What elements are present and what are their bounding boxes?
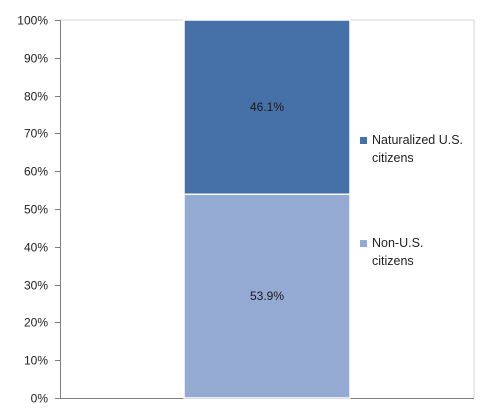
legend-label: Non-U.S. citizens: [372, 236, 423, 268]
y-tick-label: 10%: [24, 354, 48, 368]
legend: Non-U.S. citizens Naturalized U.S. citizens: [360, 133, 463, 268]
legend-label-line: citizens: [372, 151, 414, 165]
legend-swatch: [360, 137, 367, 144]
y-tick-label: 0%: [31, 392, 49, 406]
legend-label: Naturalized U.S. citizens: [372, 133, 463, 165]
y-tick-label: 70%: [24, 127, 48, 141]
data-label: 46.1%: [250, 100, 284, 114]
bar-segment: [183, 19, 351, 196]
legend-label-line: Naturalized U.S.: [372, 133, 463, 147]
y-axis: 0% 10% 20% 30% 40% 50% 60% 70% 80% 90% 100%: [17, 14, 474, 406]
y-tick-label: 60%: [24, 165, 48, 179]
y-tick-label: 30%: [24, 279, 48, 293]
y-tick-label: 20%: [24, 316, 48, 330]
y-tick-label: 100%: [17, 14, 48, 28]
y-tick-label: 90%: [24, 52, 48, 66]
legend-label-line: Non-U.S.: [372, 236, 423, 250]
bar-stack: 53.9% 46.1%: [183, 19, 351, 399]
data-label: 53.9%: [250, 289, 284, 303]
y-tick-label: 50%: [24, 203, 48, 217]
legend-swatch: [360, 240, 367, 247]
bar-segment: [183, 193, 351, 399]
y-tick-label: 40%: [24, 241, 48, 255]
legend-label-line: citizens: [372, 254, 414, 268]
y-tick-label: 80%: [24, 90, 48, 104]
